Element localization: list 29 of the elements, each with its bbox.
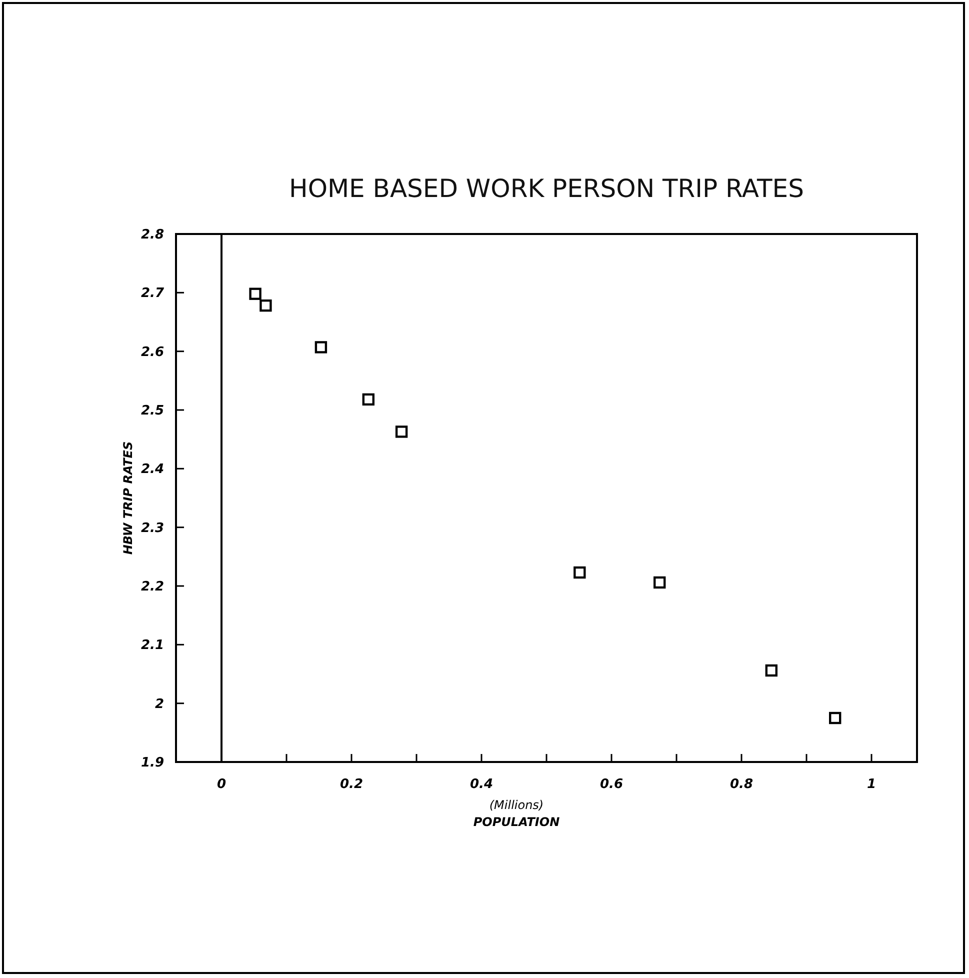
point [362,393,374,406]
y-tick-label: 2 [154,696,164,712]
y-tick-label: 1.9 [140,756,164,771]
y-tick-label: 2.1 [140,638,164,654]
y-tick-label: 2.8 [140,228,164,243]
x-tick-label: 0.6 [600,777,624,792]
chart-title: HOME BASED WORK PERSON TRIP RATES [289,174,804,203]
y-tick-label: 2.2 [140,580,164,595]
x-tick-label: 0 [216,777,226,792]
point [314,341,328,354]
x-axis-title: POPULATION [473,815,560,829]
text: (Millions) [489,798,544,812]
y-tick-label: 2.5 [140,404,164,419]
point [574,566,586,579]
point [765,664,778,677]
x-tick-label: 0.4 [470,777,494,792]
x-tick-label: 1 [866,777,876,792]
y-axis-title: HBW TRIP RATES [121,441,135,555]
x-tick-label: 0.8 [730,777,754,792]
point [249,288,262,300]
point [654,576,666,589]
y-tick-label: 2.3 [140,520,164,536]
y-tick-label: 2.4 [140,462,164,478]
point [260,299,272,312]
y-tick-label: 2.6 [140,344,164,360]
x-tick-label: 0.2 [340,777,364,792]
point [395,426,408,438]
y-tick-label: 2.7 [140,286,165,302]
point [829,712,842,724]
